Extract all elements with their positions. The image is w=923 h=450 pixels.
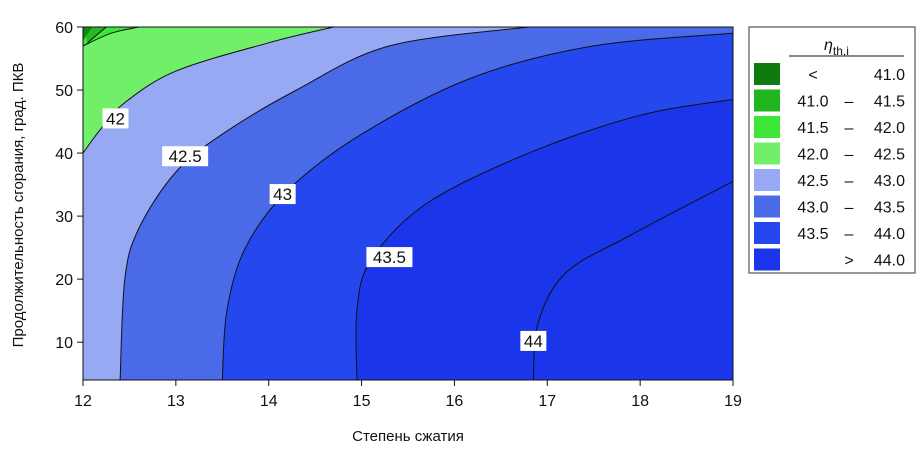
y-tick-label: 50 [55, 83, 73, 100]
legend-range-sep: > [844, 253, 853, 270]
y-tick-label: 10 [55, 335, 73, 352]
contour-label-bg [366, 247, 413, 268]
contour-line-43-5 [355, 99, 733, 380]
legend-range-to: 41.0 [874, 67, 905, 84]
y-tick-label: 40 [55, 146, 73, 163]
legend-range-from: 42.5 [797, 173, 828, 190]
band-42-5-to-43 [83, 27, 529, 380]
plot-area: 42 42.5 43 43.5 44 [82, 26, 734, 381]
x-axis-title: Степень сжатия [352, 428, 464, 445]
legend-swatch [754, 195, 780, 218]
legend-range-sep: – [845, 226, 854, 243]
legend-range-to: 41.5 [874, 94, 905, 111]
legend-swatch [754, 248, 780, 271]
legend-range-to: 42.0 [874, 120, 905, 137]
contour-label: 42.5 [169, 147, 202, 166]
band-42-to-42-5 [83, 27, 334, 154]
x-tick-label: 16 [446, 393, 464, 410]
y-tick-label: 20 [55, 272, 73, 289]
legend-range-to: 44.0 [874, 253, 905, 270]
plot-frame [82, 26, 734, 381]
legend-swatch [754, 116, 780, 138]
legend-title: ηth,i [824, 37, 849, 58]
contour-line-41 [87, 27, 107, 44]
legend-range-to: 44.0 [874, 226, 905, 243]
legend-rows: <41.041.0–41.541.5–42.042.0–42.542.5–43.… [754, 63, 905, 271]
y-tick-label: 60 [55, 20, 73, 37]
x-tick-label: 13 [167, 393, 185, 410]
x-tick-label: 18 [631, 393, 649, 410]
contour-label-bg [162, 146, 209, 167]
contour-label: 42 [106, 109, 125, 128]
legend-swatch [754, 169, 780, 191]
legend-swatch [754, 142, 780, 165]
legend-range-from: 41.5 [797, 120, 828, 137]
legend-range-from: 41.0 [797, 94, 828, 111]
contour-line-43 [221, 32, 733, 380]
legend-range-to: 42.5 [874, 147, 905, 164]
legend-range-sep: – [845, 173, 854, 190]
legend-title-sub: th,i [833, 44, 849, 58]
x-tick-label: 14 [260, 393, 278, 410]
contour-line-42-5 [119, 27, 529, 380]
y-axis: 10 20 30 40 50 60 [55, 20, 83, 352]
legend-range-sep: – [845, 200, 854, 217]
y-tick-label: 30 [55, 209, 73, 226]
legend-title-main: η [824, 37, 833, 54]
contour-line-42 [83, 27, 334, 154]
legend-range-to: 43.0 [874, 173, 905, 190]
contour-label-bg [520, 330, 547, 351]
contour-label: 44 [524, 332, 543, 351]
x-tick-label: 19 [724, 393, 742, 410]
contour-label-bg [269, 184, 296, 205]
legend: ηth,i <41.041.0–41.541.5–42.042.0–42.542… [748, 26, 916, 274]
legend-range-from: < [808, 67, 817, 84]
legend-swatch [754, 63, 780, 85]
y-axis-title: Продолжительность сгорания, град. ПКВ [10, 63, 27, 348]
legend-swatch [754, 89, 780, 112]
x-tick-label: 12 [74, 393, 92, 410]
contour-label-bg [102, 108, 129, 129]
legend-range-sep: – [845, 147, 854, 164]
contour-label: 43 [273, 185, 292, 204]
x-axis: 12 13 14 15 16 17 18 19 [74, 380, 742, 410]
legend-range-to: 43.5 [874, 200, 905, 217]
band-below-41 [83, 27, 93, 41]
contour-line-41-5 [83, 27, 139, 47]
contour-label: 43.5 [373, 248, 406, 267]
legend-range-sep: – [845, 94, 854, 111]
legend-range-from: 42.0 [797, 147, 828, 164]
x-tick-label: 15 [353, 393, 371, 410]
legend-range-from: 43.0 [797, 200, 828, 217]
x-tick-label: 17 [538, 393, 556, 410]
legend-range-sep: – [845, 120, 854, 137]
legend-range-from: 43.5 [797, 226, 828, 243]
legend-swatch [754, 222, 780, 244]
contour-labels: 42 42.5 43 43.5 44 [102, 108, 547, 351]
